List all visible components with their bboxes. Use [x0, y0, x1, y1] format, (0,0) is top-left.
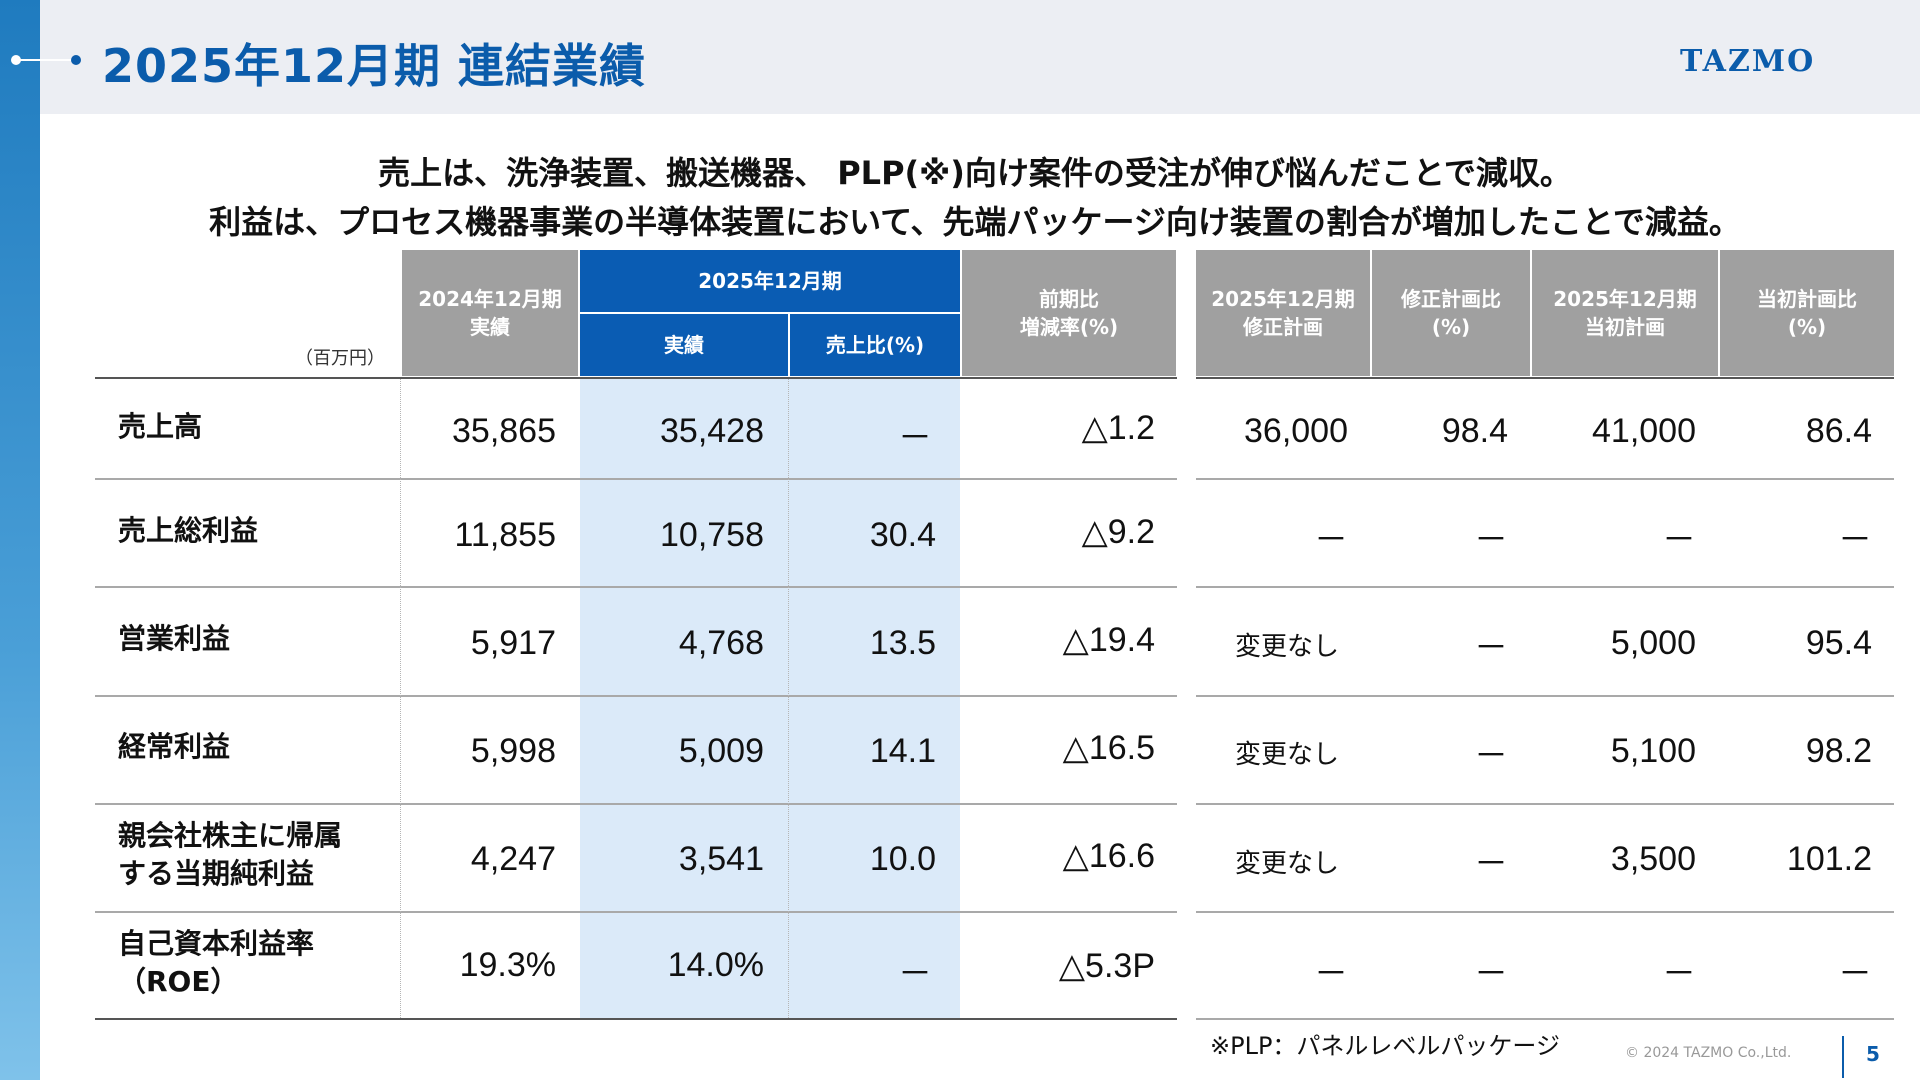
- cell-net-sales-ratio: －: [898, 419, 932, 457]
- summary-line-2: 利益は、プロセス機器事業の半導体装置において、先端パッケージ向け装置の割合が増加…: [209, 203, 1741, 241]
- side-accent-bar: [0, 0, 40, 1080]
- cell-roe-ratio: －: [898, 955, 932, 993]
- cell-gross-profit-revised: －: [1314, 521, 1348, 559]
- row-label-ordinary-profit: 経常利益: [118, 730, 231, 763]
- cell-net-sales-fy2024: 35,865: [452, 412, 556, 450]
- cell-net-income-revised-ratio: －: [1474, 845, 1508, 883]
- row-divider: [1196, 695, 1894, 697]
- header-fy2024-actual: 2024年12月期 実績: [402, 250, 578, 376]
- unit-label: （百万円）: [295, 348, 385, 369]
- cell-roe-initial: －: [1662, 955, 1696, 993]
- cell-operating-profit-yoy: △19.4: [1062, 621, 1155, 659]
- plp-footnote: ※PLP：パネルレベルパッケージ: [1210, 1032, 1560, 1060]
- row-divider: [1196, 911, 1894, 913]
- cell-ordinary-profit-revised: 変更なし: [1235, 740, 1340, 770]
- row-divider: [95, 803, 1177, 805]
- cell-net-income-revised: 変更なし: [1235, 849, 1340, 879]
- cell-operating-profit-initial: 5,000: [1610, 624, 1696, 662]
- cell-net-sales-yoy: △1.2: [1081, 409, 1155, 447]
- cell-ordinary-profit-revised-ratio: －: [1474, 737, 1508, 775]
- cell-ordinary-profit-yoy: △16.5: [1062, 729, 1155, 767]
- header-initial-plan: 2025年12月期 当初計画: [1532, 250, 1718, 376]
- cell-roe-revised-ratio: －: [1474, 955, 1508, 993]
- header-fy2025-actual: 実績: [580, 314, 788, 376]
- cell-gross-profit-fy2024: 11,855: [454, 516, 556, 554]
- copyright: © 2024 TAZMO Co.,Ltd.: [1625, 1045, 1792, 1061]
- row-label-roe: 自己資本利益率 （ROE）: [118, 927, 315, 998]
- cell-net-sales-revised-ratio: 98.4: [1441, 412, 1508, 450]
- page-title: 2025年12月期 連結業績: [102, 39, 647, 93]
- company-logo: TAZMO: [1680, 44, 1816, 79]
- row-label-net-income: 親会社株主に帰属 する当期純利益: [118, 819, 343, 890]
- column-divider: [788, 379, 789, 1018]
- cell-ordinary-profit-initial: 5,100: [1610, 732, 1696, 770]
- cell-net-sales-revised: 36,000: [1244, 412, 1348, 450]
- header-band: [40, 0, 1920, 114]
- cell-roe-revised: －: [1314, 955, 1348, 993]
- cell-gross-profit-yoy: △9.2: [1081, 513, 1155, 551]
- footer-divider: [1842, 1036, 1844, 1078]
- header-revised-plan: 2025年12月期 修正計画: [1196, 250, 1370, 376]
- column-divider: [400, 379, 401, 1018]
- header-revised-plan-ratio: 修正計画比 (%): [1372, 250, 1530, 376]
- row-divider: [1196, 478, 1894, 480]
- cell-gross-profit-initial: －: [1662, 521, 1696, 559]
- cell-operating-profit-ratio: 13.5: [869, 624, 936, 662]
- table-bottom-rule-left: [95, 1018, 1177, 1020]
- cell-roe-yoy: △5.3P: [1058, 947, 1155, 985]
- header-yoy-change: 前期比 増減率(%): [962, 250, 1176, 376]
- cell-net-income-initial-ratio: 101.2: [1786, 840, 1872, 878]
- cell-operating-profit-revised: 変更なし: [1235, 632, 1340, 662]
- row-divider: [95, 911, 1177, 913]
- table-bottom-rule-right: [1196, 1018, 1894, 1020]
- cell-roe-fy2024: 19.3%: [459, 946, 556, 984]
- cell-net-income-fy2024: 4,247: [470, 840, 556, 878]
- cell-net-sales-initial: 41,000: [1592, 412, 1696, 450]
- fy2025-highlight-column: [580, 378, 960, 1020]
- header-fy2025: 2025年12月期: [580, 250, 960, 312]
- cell-net-income-yoy: △16.6: [1062, 837, 1155, 875]
- row-divider: [95, 586, 1177, 588]
- cell-net-income-ratio: 10.0: [869, 840, 936, 878]
- cell-ordinary-profit-fy2025: 5,009: [678, 732, 764, 770]
- page-number: 5: [1866, 1042, 1880, 1066]
- row-divider: [1196, 586, 1894, 588]
- row-divider: [1196, 803, 1894, 805]
- header-fy2025-sales-ratio: 売上比(%): [790, 314, 960, 376]
- cell-gross-profit-initial-ratio: －: [1838, 521, 1872, 559]
- row-label-gross-profit: 売上総利益: [118, 514, 259, 547]
- cell-operating-profit-initial-ratio: 95.4: [1805, 624, 1872, 662]
- cell-net-income-initial: 3,500: [1610, 840, 1696, 878]
- cell-operating-profit-fy2024: 5,917: [470, 624, 556, 662]
- header-initial-plan-ratio: 当初計画比 (%): [1720, 250, 1894, 376]
- row-divider: [95, 478, 1177, 480]
- cell-operating-profit-fy2025: 4,768: [678, 624, 764, 662]
- cell-net-sales-fy2025: 35,428: [660, 412, 764, 450]
- cell-operating-profit-revised-ratio: －: [1474, 629, 1508, 667]
- cell-roe-initial-ratio: －: [1838, 955, 1872, 993]
- title-decoration-icon: [11, 55, 81, 65]
- cell-ordinary-profit-initial-ratio: 98.2: [1805, 732, 1872, 770]
- cell-net-sales-initial-ratio: 86.4: [1805, 412, 1872, 450]
- cell-gross-profit-fy2025: 10,758: [660, 516, 764, 554]
- cell-ordinary-profit-fy2024: 5,998: [470, 732, 556, 770]
- row-divider: [95, 695, 1177, 697]
- summary-line-1: 売上は、洗浄装置、搬送機器、 PLP(※)向け案件の受注が伸び悩んだことで減収。: [378, 154, 1572, 192]
- row-label-net-sales: 売上高: [118, 410, 203, 443]
- table-header-rule-right: [1196, 377, 1894, 379]
- cell-ordinary-profit-ratio: 14.1: [869, 732, 936, 770]
- table-header-rule-left: [95, 377, 1177, 379]
- cell-gross-profit-ratio: 30.4: [869, 516, 936, 554]
- row-label-operating-profit: 営業利益: [118, 622, 231, 655]
- cell-net-income-fy2025: 3,541: [678, 840, 764, 878]
- cell-gross-profit-revised-ratio: －: [1474, 521, 1508, 559]
- cell-roe-fy2025: 14.0%: [667, 946, 764, 984]
